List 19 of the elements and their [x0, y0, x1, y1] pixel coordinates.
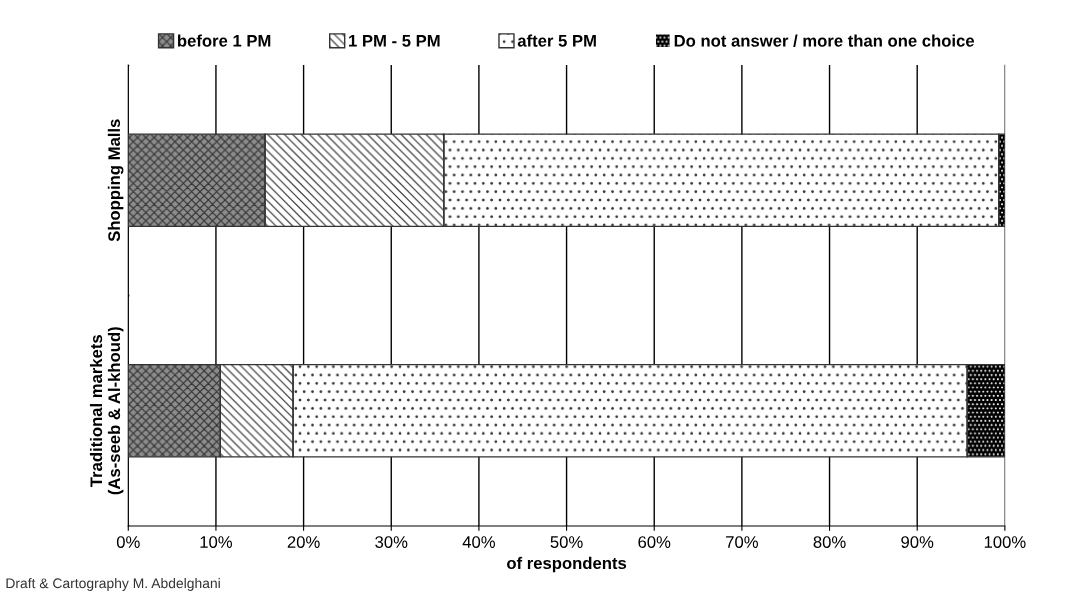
x-tick-label: 10%: [200, 536, 233, 548]
y-tick-label: Shopping Malls: [107, 119, 124, 242]
legend-label: Do not answer / more than one choice: [674, 34, 975, 47]
y-tick-label: Traditional markets (As-seeb & Al-khoud): [89, 327, 124, 495]
legend-label: 1 PM - 5 PM: [349, 35, 440, 47]
x-tick-label: 40%: [462, 536, 495, 548]
x-tick-label: 20%: [287, 536, 320, 548]
x-tick-label: 80%: [813, 536, 846, 548]
x-tick-label: 30%: [375, 536, 408, 548]
legend-label: after 5 PM: [517, 34, 596, 47]
x-tick-label: 50%: [550, 536, 583, 548]
x-tick-label: 90%: [901, 536, 934, 548]
legend-label: before 1 PM: [178, 34, 271, 47]
x-tick-label: 100%: [984, 536, 1026, 548]
x-tick-label: 70%: [726, 536, 758, 548]
x-tick-label: 0%: [116, 536, 140, 548]
x-axis-title: of respondents: [507, 556, 627, 573]
text: Draft & Cartography M. Abdelghani: [6, 577, 220, 591]
x-tick-label: 60%: [638, 536, 671, 548]
